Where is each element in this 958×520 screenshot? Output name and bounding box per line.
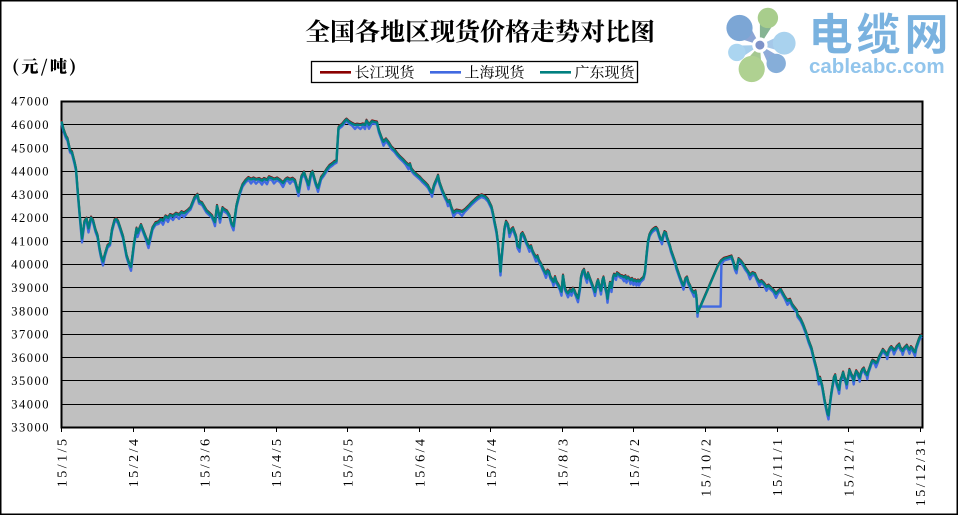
svg-text:41000: 41000	[11, 234, 50, 248]
svg-text:44000: 44000	[11, 165, 50, 179]
svg-text:15/2/4: 15/2/4	[127, 437, 142, 488]
svg-text:40000: 40000	[11, 258, 50, 272]
svg-text:cableabc.com: cableabc.com	[809, 55, 945, 78]
svg-text:34000: 34000	[11, 397, 50, 411]
svg-text:38000: 38000	[11, 304, 50, 318]
svg-text:15/1/5: 15/1/5	[56, 437, 71, 488]
svg-text:15/5/5: 15/5/5	[342, 437, 357, 488]
svg-text:15/3/6: 15/3/6	[199, 437, 214, 488]
svg-text:46000: 46000	[11, 118, 50, 132]
svg-text:15/4/5: 15/4/5	[270, 437, 285, 488]
svg-text:15/9/2: 15/9/2	[628, 437, 643, 488]
svg-text:39000: 39000	[11, 281, 50, 295]
svg-text:15/8/3: 15/8/3	[556, 437, 571, 488]
svg-text:15/7/4: 15/7/4	[485, 437, 500, 488]
svg-text:15/6/4: 15/6/4	[413, 437, 428, 488]
svg-text:33000: 33000	[11, 421, 50, 435]
svg-text:15/10/2: 15/10/2	[700, 437, 715, 497]
svg-text:36000: 36000	[11, 351, 50, 365]
svg-text:15/12/1: 15/12/1	[843, 437, 858, 497]
svg-text:43000: 43000	[11, 188, 50, 202]
svg-text:45000: 45000	[11, 141, 50, 155]
svg-text:15/12/31: 15/12/31	[914, 437, 929, 507]
svg-text:35000: 35000	[11, 374, 50, 388]
svg-text:37000: 37000	[11, 328, 50, 342]
svg-text:47000: 47000	[11, 95, 50, 109]
svg-text:15/11/1: 15/11/1	[771, 437, 786, 497]
svg-text:42000: 42000	[11, 211, 50, 225]
